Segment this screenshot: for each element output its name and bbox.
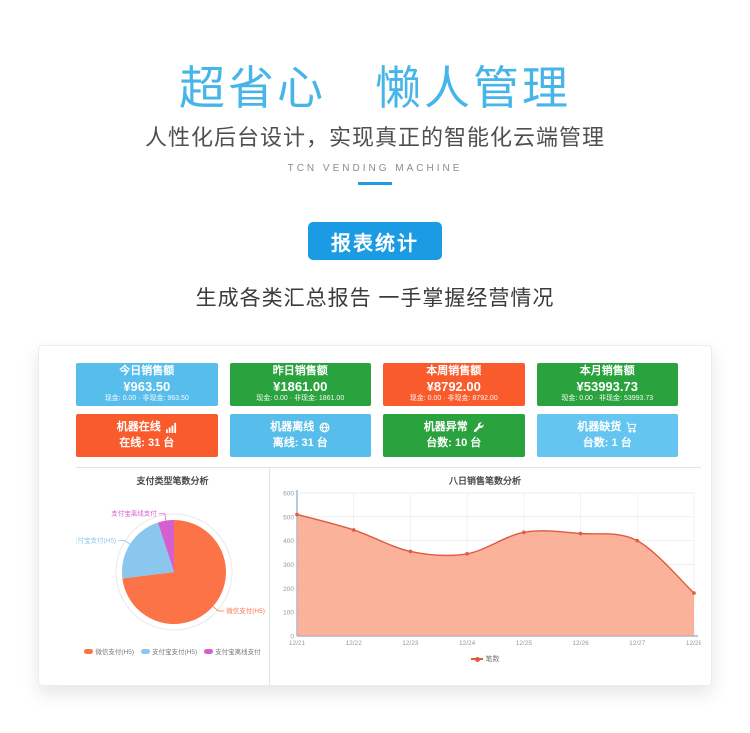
legend-marker [141, 648, 150, 654]
card-machines-offline: 机器离线 离线: 31 台 [229, 414, 371, 457]
card-yesterday-sales: 昨日销售额 ¥1861.00 现金: 0.00 · 非现金: 1861.00 [229, 363, 371, 406]
svg-text:12/22: 12/22 [346, 640, 363, 647]
legend-label: 支付宝离线支付 [215, 649, 261, 656]
pie-chart-legend: 微信支付(H5) 支付宝支付(H5) 支付宝离线支付 [76, 646, 269, 656]
legend-label: 笔数 [485, 656, 500, 663]
report-stats-button[interactable]: 报表统计 [308, 222, 442, 260]
card-status: 离线: 31 台 [272, 436, 328, 449]
charts-vertical-divider [269, 467, 270, 685]
svg-text:500: 500 [283, 514, 294, 521]
svg-text:12/25: 12/25 [516, 640, 533, 647]
page-title: 超省心 懒人管理 [179, 62, 571, 114]
pie-legend-item: 微信支付(H5) [84, 646, 134, 656]
sales-area-chart: 0 100 200 300 400 500 600 12/21 12/22 12/23 12/24 1… [283, 490, 701, 647]
signal-icon [165, 422, 177, 434]
card-week-sales: 本周销售额 ¥8792.00 现金: 0.00 · 非现金: 8792.00 [383, 363, 525, 406]
card-title: 机器异常 [423, 420, 468, 433]
card-title: 本月销售额 [579, 365, 635, 378]
card-status: 在线: 31 台 [119, 436, 175, 449]
svg-text:微信支付(H5): 微信支付(H5) [226, 606, 265, 615]
legend-marker [84, 648, 94, 654]
cart-icon [626, 422, 637, 433]
brand-underline [358, 182, 392, 185]
svg-text:支付宝支付(H5): 支付宝支付(H5) [76, 535, 116, 544]
svg-text:300: 300 [283, 562, 294, 569]
card-detail: 现金: 0.00 · 非现金: 963.50 [104, 395, 189, 403]
area-chart-legend: 笔数 [269, 654, 701, 664]
card-machines-outofstock: 机器缺货 台数: 1 台 [536, 414, 678, 457]
charts-top-divider [76, 467, 701, 468]
card-value: ¥1861.00 [273, 378, 328, 394]
svg-text:12/28: 12/28 [686, 640, 701, 647]
legend-marker [204, 648, 214, 654]
card-value: ¥53993.73 [576, 378, 638, 394]
svg-text:12/23: 12/23 [402, 640, 419, 647]
card-title: 机器离线 [270, 420, 315, 433]
svg-text:12/21: 12/21 [289, 640, 306, 647]
card-machines-online: 机器在线 在线: 31 台 [76, 414, 218, 457]
card-detail: 现金: 0.00 · 非现金: 1861.00 [256, 395, 345, 403]
legend-line-marker [470, 656, 483, 662]
svg-text:400: 400 [283, 538, 294, 545]
card-today-sales: 今日销售额 ¥963.50 现金: 0.00 · 非现金: 963.50 [76, 363, 218, 406]
card-month-sales: 本月销售额 ¥53993.73 现金: 0.00 · 非现金: 53993.73 [536, 363, 678, 406]
sales-cards-row: 今日销售额 ¥963.50 现金: 0.00 · 非现金: 963.50 昨日销… [76, 363, 678, 406]
card-value: ¥8792.00 [426, 378, 481, 394]
page-subtitle: 人性化后台设计，实现真正的智能化云端管理 [144, 125, 605, 150]
svg-text:12/27: 12/27 [629, 640, 646, 647]
card-status: 台数: 10 台 [426, 436, 482, 449]
section-description: 生成各类汇总报告 一手掌握经营情况 [195, 287, 555, 310]
pie-legend-item: 支付宝支付(H5) [141, 646, 197, 656]
card-status: 台数: 1 台 [582, 436, 632, 449]
card-title: 机器缺货 [577, 420, 622, 433]
pie-chart-title: 支付类型笔数分析 [136, 476, 209, 486]
dashboard-panel: 今日销售额 ¥963.50 现金: 0.00 · 非现金: 963.50 昨日销… [38, 345, 712, 686]
globe-icon [319, 422, 330, 433]
card-machines-error: 机器异常 台数: 10 台 [383, 414, 525, 457]
svg-text:100: 100 [283, 610, 294, 617]
svg-text:支付宝离线支付: 支付宝离线支付 [111, 509, 157, 518]
card-title: 本周销售额 [426, 365, 482, 378]
svg-text:0: 0 [290, 634, 294, 641]
card-title: 机器在线 [116, 420, 161, 433]
card-title: 昨日销售额 [272, 365, 328, 378]
payment-pie-chart: 微信支付(H5) 支付宝支付(H5) 支付宝离线支付 [76, 509, 265, 631]
area-chart-title: 八日销售笔数分析 [448, 476, 521, 486]
brand-text: TCN VENDING MACHINE [287, 163, 463, 174]
legend-label: 支付宝支付(H5) [152, 649, 198, 656]
machine-cards-row: 机器在线 在线: 31 台 机器离线 离线: 31 台 机器异常 [76, 414, 678, 457]
svg-text:200: 200 [283, 586, 294, 593]
card-detail: 现金: 0.00 · 非现金: 8792.00 [409, 395, 498, 403]
legend-label: 微信支付(H5) [95, 649, 134, 656]
svg-text:12/24: 12/24 [459, 640, 476, 647]
wrench-icon [473, 422, 484, 433]
card-detail: 现金: 0.00 · 非现金: 53993.73 [561, 395, 654, 403]
svg-text:600: 600 [283, 491, 294, 498]
pie-legend-item: 支付宝离线支付 [204, 646, 261, 656]
card-title: 今日销售额 [119, 365, 175, 378]
card-value: ¥963.50 [123, 378, 171, 394]
svg-text:12/26: 12/26 [572, 640, 589, 647]
